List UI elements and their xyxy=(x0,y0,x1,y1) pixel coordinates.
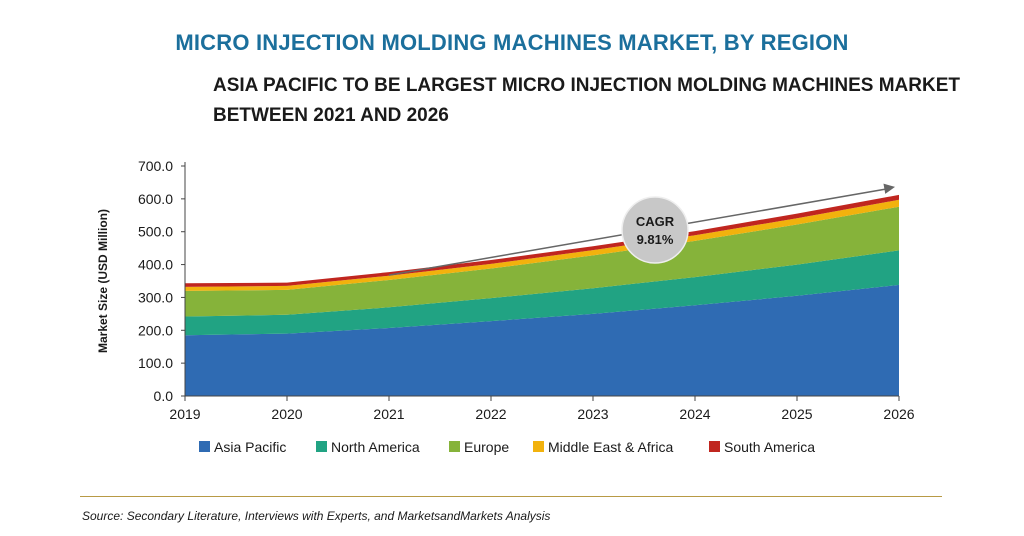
chart-subtitle: ASIA PACIFIC TO BE LARGEST MICRO INJECTI… xyxy=(213,71,973,131)
x-tick-label: 2019 xyxy=(169,406,200,422)
area-chart: 0.0 100.0 200.0 300.0 400.0 500.0 600.0 700.0 20… xyxy=(96,158,915,455)
legend-swatch-south-america xyxy=(709,441,720,452)
series-area-north-america xyxy=(185,250,899,336)
series-area-europe xyxy=(185,206,899,317)
divider-line xyxy=(80,496,942,497)
subtitle-line-1: ASIA PACIFIC TO BE LARGEST MICRO INJECTI… xyxy=(213,75,960,96)
chart-title: MICRO INJECTION MOLDING MACHINES MARKET,… xyxy=(175,30,849,55)
x-tick-label: 2026 xyxy=(883,406,914,422)
cagr-value: 9.81% xyxy=(637,232,674,247)
cagr-label: CAGR xyxy=(636,214,675,229)
legend-swatch-europe xyxy=(449,441,460,452)
y-tick-label: 600.0 xyxy=(138,191,173,207)
y-tick-label: 100.0 xyxy=(138,355,173,371)
x-tick-label: 2020 xyxy=(271,406,302,422)
legend-label-north-america: North America xyxy=(331,439,420,455)
source-note: Source: Secondary Literature, Interviews… xyxy=(82,509,551,523)
y-tick-label: 700.0 xyxy=(138,158,173,174)
series-area-asia-pacific xyxy=(185,284,899,396)
x-tick-label: 2022 xyxy=(475,406,506,422)
x-tick-label: 2025 xyxy=(781,406,812,422)
legend-swatch-north-america xyxy=(316,441,327,452)
legend-label-asia-pacific: Asia Pacific xyxy=(214,439,286,455)
x-tick-label: 2021 xyxy=(373,406,404,422)
x-tick-label: 2024 xyxy=(679,406,710,422)
legend-label-south-america: South America xyxy=(724,439,815,455)
y-tick-label: 300.0 xyxy=(138,289,173,305)
cagr-arrow-head xyxy=(883,183,895,194)
legend-label-middle-east-and-africa: Middle East & Africa xyxy=(548,439,673,455)
legend-swatch-asia-pacific xyxy=(199,441,210,452)
y-tick-label: 400.0 xyxy=(138,257,173,273)
x-tick-label: 2023 xyxy=(577,406,608,422)
legend-swatch-middle-east-and-africa xyxy=(533,441,544,452)
cagr-bubble xyxy=(621,196,689,264)
subtitle-line-2: BETWEEN 2021 AND 2026 xyxy=(213,105,449,126)
legend-label-europe: Europe xyxy=(464,439,509,455)
y-tick-label: 0.0 xyxy=(154,388,174,404)
y-axis-title: Market Size (USD Million) xyxy=(96,209,110,353)
y-tick-label: 200.0 xyxy=(138,322,173,338)
y-tick-label: 500.0 xyxy=(138,224,173,240)
